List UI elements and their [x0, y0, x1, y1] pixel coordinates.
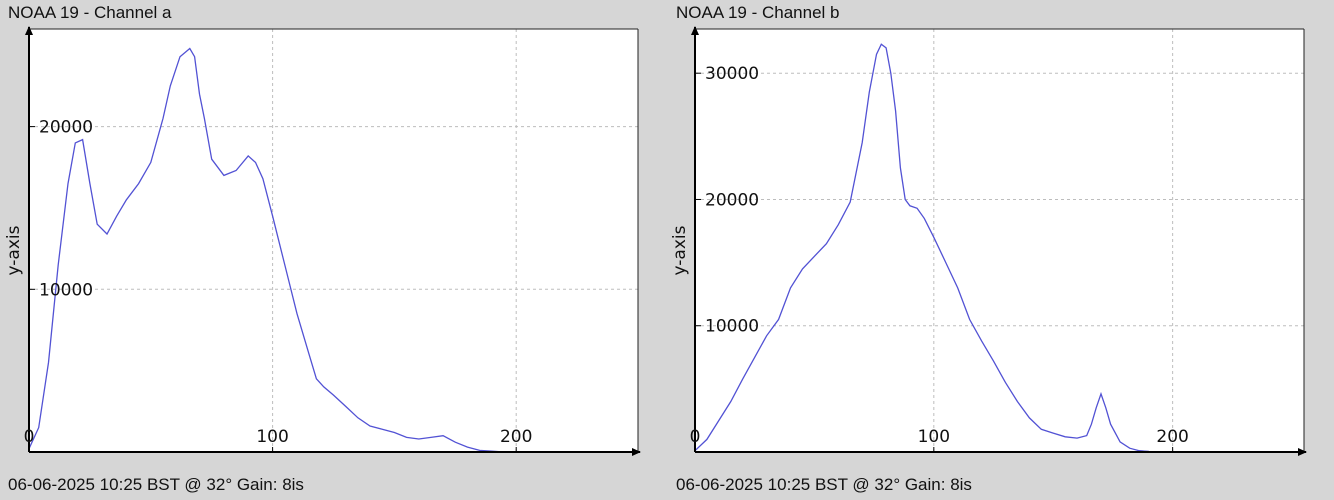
data-line-b	[694, 43, 1149, 453]
chart-a: 10000 20000 0 100 200 y-axis	[4, 26, 641, 456]
y-tick-label-a: 10000	[39, 280, 93, 300]
y-axis-arrow-a	[25, 26, 33, 35]
x-tick-label-b: 0	[690, 427, 701, 447]
y-tick-label-b: 20000	[705, 190, 759, 210]
x-tick-label-a: 100	[256, 427, 288, 447]
x-tick-label-a: 200	[500, 427, 532, 447]
chart-footer-b: 06-06-2025 10:25 BST @ 32° Gain: 8is	[676, 475, 972, 494]
x-tick-label-b: 100	[918, 427, 950, 447]
x-tick-label-b: 200	[1156, 427, 1188, 447]
x-axis-arrow-b	[1298, 448, 1307, 456]
y-tick-label-a: 20000	[39, 118, 93, 138]
y-axis-title-b: y-axis	[670, 225, 690, 275]
y-axis-arrow-b	[691, 26, 699, 35]
x-tick-label-a: 0	[24, 427, 35, 447]
x-axis-arrow-a	[632, 448, 641, 456]
plot-area-a	[29, 29, 638, 452]
y-axis-title-a: y-axis	[4, 225, 24, 275]
chart-title-a: NOAA 19 - Channel a	[8, 3, 172, 22]
plot-area-b	[695, 29, 1304, 452]
y-tick-label-b: 30000	[705, 64, 759, 84]
chart-title-b: NOAA 19 - Channel b	[676, 3, 840, 22]
y-tick-label-b: 10000	[705, 317, 759, 337]
chart-footer-a: 06-06-2025 10:25 BST @ 32° Gain: 8is	[8, 475, 304, 494]
chart-b: 10000 20000 30000 0 100 200 y-axis	[670, 26, 1307, 456]
data-line-a	[28, 47, 505, 453]
